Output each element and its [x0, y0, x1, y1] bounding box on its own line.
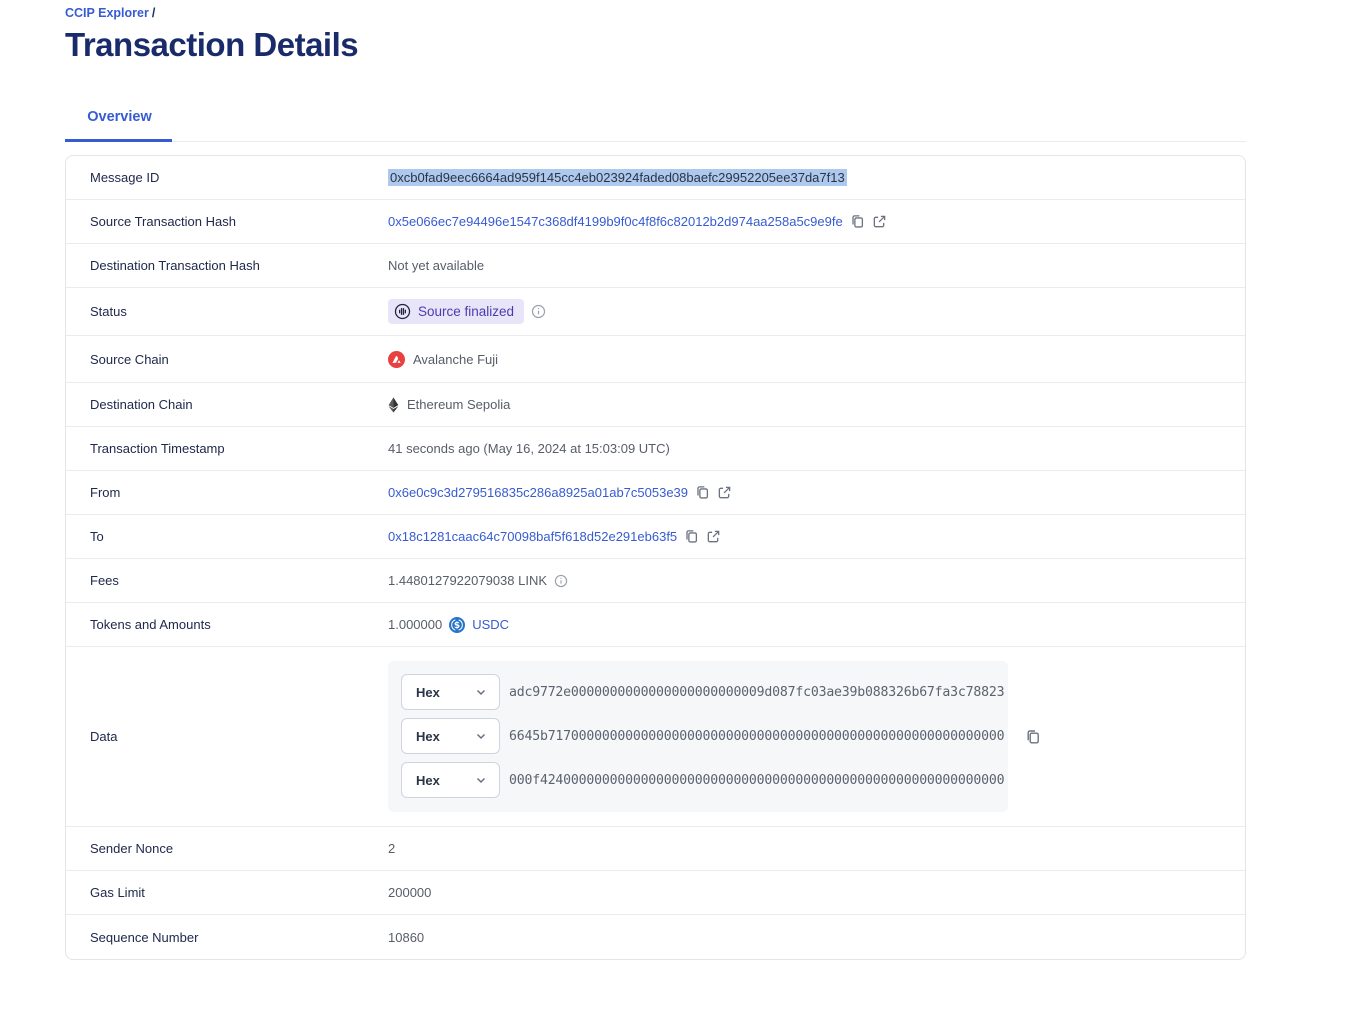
copy-icon[interactable]	[684, 529, 699, 544]
timestamp-label: Transaction Timestamp	[90, 441, 225, 456]
tab-bar: Overview	[65, 100, 1246, 142]
dest-tx-hash-label: Destination Transaction Hash	[90, 258, 260, 273]
usdc-icon: $	[449, 616, 466, 633]
external-link-icon[interactable]	[717, 485, 732, 500]
source-chain-name: Avalanche Fuji	[413, 351, 499, 367]
external-link-icon[interactable]	[706, 529, 721, 544]
data-format-select[interactable]: Hex	[401, 762, 500, 798]
data-line: Hex 000f42400000000000000000000000000000…	[401, 762, 1005, 798]
sequence-number-value: 10860	[388, 929, 425, 945]
to-address-link[interactable]: 0x18c1281caac64c70098baf5f618d52e291eb63…	[388, 529, 678, 544]
copy-icon[interactable]	[695, 485, 710, 500]
status-badge: Source finalized	[388, 299, 525, 324]
timestamp-value: 41 seconds ago (May 16, 2024 at 15:03:09…	[388, 441, 670, 456]
gas-limit-value: 200000	[388, 885, 432, 900]
dest-tx-hash-value: Not yet available	[388, 258, 485, 273]
row-sequence-number: Sequence Number 10860	[66, 915, 1245, 959]
ethereum-sepolia-icon	[388, 397, 399, 413]
source-tx-hash-link[interactable]: 0x5e066ec7e94496e1547c368df4199b9f0c4f8f…	[388, 214, 843, 229]
row-sender-nonce: Sender Nonce 2	[66, 827, 1245, 871]
copy-icon[interactable]	[1025, 729, 1041, 745]
data-label: Data	[90, 729, 118, 744]
breadcrumb: CCIP Explorer /	[65, 6, 1246, 20]
tokens-label: Tokens and Amounts	[90, 617, 211, 632]
from-address-link[interactable]: 0x6e0c9c3d279516835c286a8925a01ab7c5053e…	[388, 485, 689, 500]
source-tx-hash-label: Source Transaction Hash	[90, 214, 236, 229]
row-tokens: Tokens and Amounts 1.000000 $ USDC	[66, 603, 1245, 647]
message-id-value: 0xcb0fad9eec6664ad959f145cc4eb023924fade…	[388, 169, 847, 186]
row-fees: Fees 1.4480127922079038 LINK	[66, 559, 1245, 603]
row-message-id: Message ID 0xcb0fad9eec6664ad959f145cc4e…	[66, 156, 1245, 200]
row-source-tx-hash: Source Transaction Hash 0x5e066ec7e94496…	[66, 200, 1245, 244]
message-id-label: Message ID	[90, 170, 160, 185]
external-link-icon[interactable]	[872, 214, 887, 229]
fees-value: 1.4480127922079038 LINK	[388, 573, 548, 588]
avalanche-fuji-icon	[388, 350, 405, 368]
sender-nonce-value: 2	[388, 841, 396, 856]
breadcrumb-ccip-explorer-link[interactable]: CCIP Explorer	[65, 6, 149, 20]
row-timestamp: Transaction Timestamp 41 seconds ago (Ma…	[66, 427, 1245, 471]
data-line: Hex adc9772e0000000000000000000000009d08…	[401, 674, 1005, 710]
to-label: To	[90, 529, 104, 544]
token-amount: 1.000000	[388, 617, 443, 632]
gas-limit-label: Gas Limit	[90, 885, 145, 900]
row-gas-limit: Gas Limit 200000	[66, 871, 1245, 915]
source-chain-label: Source Chain	[90, 351, 169, 367]
dest-chain-value: Ethereum Sepolia	[388, 397, 510, 413]
sequence-number-label: Sequence Number	[90, 929, 199, 945]
dest-chain-label: Destination Chain	[90, 397, 193, 412]
svg-text:$: $	[454, 621, 460, 631]
row-to: To 0x18c1281caac64c70098baf5f618d52e291e…	[66, 515, 1245, 559]
copy-icon[interactable]	[850, 214, 865, 229]
tab-overview[interactable]: Overview	[65, 100, 172, 142]
data-format-select[interactable]: Hex	[401, 718, 500, 754]
data-format-select[interactable]: Hex	[401, 674, 500, 710]
data-hex-box: Hex adc9772e0000000000000000000000009d08…	[388, 661, 1008, 812]
breadcrumb-separator: /	[151, 6, 156, 20]
transaction-details-card: Message ID 0xcb0fad9eec6664ad959f145cc4e…	[65, 155, 1246, 960]
chevron-down-icon	[476, 689, 486, 696]
status-label: Status	[90, 304, 127, 319]
info-icon[interactable]	[531, 304, 546, 319]
dest-chain-name: Ethereum Sepolia	[407, 397, 511, 412]
page-title: Transaction Details	[65, 26, 359, 63]
from-label: From	[90, 485, 121, 500]
row-from: From 0x6e0c9c3d279516835c286a8925a01ab7c…	[66, 471, 1245, 515]
source-finalized-icon	[394, 303, 411, 320]
fees-label: Fees	[90, 573, 119, 588]
data-hex-value: adc9772e0000000000000000000000009d087fc0…	[509, 684, 1005, 700]
chevron-down-icon	[476, 777, 486, 784]
data-hex-value: 000f424000000000000000000000000000000000…	[509, 772, 1005, 788]
row-status: Status Source finalized	[66, 288, 1245, 336]
row-dest-tx-hash: Destination Transaction Hash Not yet ava…	[66, 244, 1245, 288]
source-chain-value: Avalanche Fuji	[388, 350, 499, 368]
row-source-chain: Source Chain Avalanche Fuji	[66, 336, 1245, 383]
sender-nonce-label: Sender Nonce	[90, 841, 174, 856]
status-badge-text: Source finalized	[418, 304, 515, 319]
data-hex-value: 6645b71700000000000000000000000000000000…	[509, 728, 1005, 744]
chevron-down-icon	[476, 733, 486, 740]
row-dest-chain: Destination Chain Ethereum Sepolia	[66, 383, 1245, 427]
info-icon[interactable]	[554, 574, 568, 588]
data-line: Hex 6645b7170000000000000000000000000000…	[401, 718, 1005, 754]
transaction-details-page: CCIP Explorer / Transaction Details Overv…	[65, 6, 1246, 960]
row-data: Data Hex adc9772e00000000000000000000000…	[66, 647, 1245, 827]
usdc-token-link[interactable]: USDC	[472, 617, 510, 632]
